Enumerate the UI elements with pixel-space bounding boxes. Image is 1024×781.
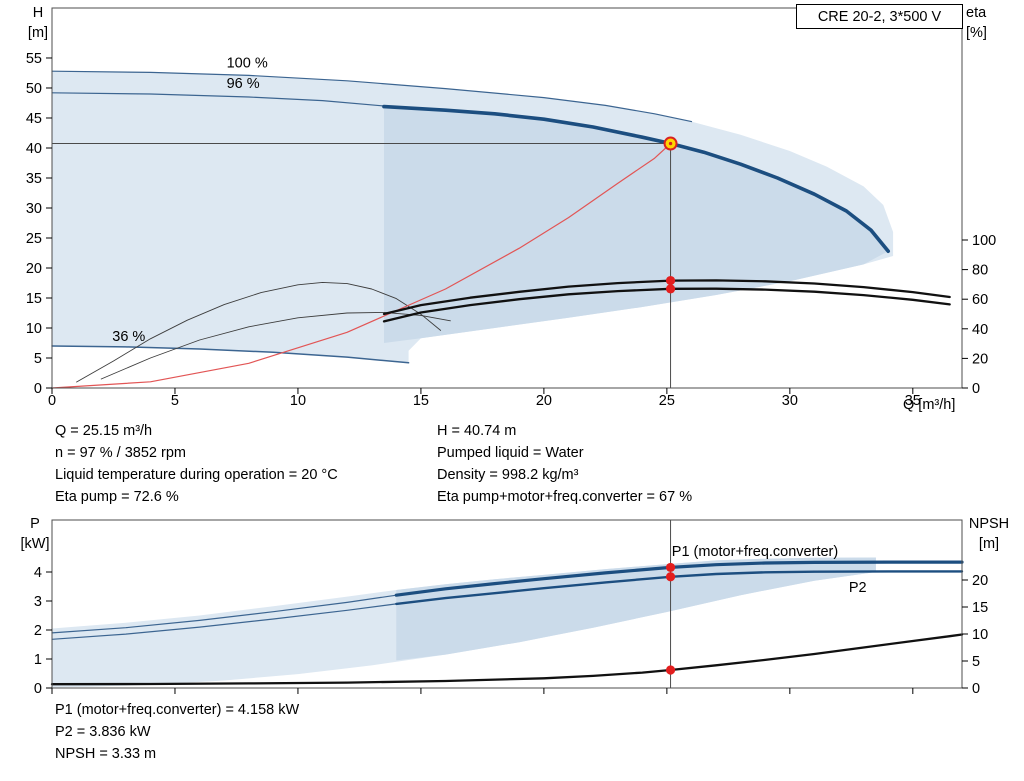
y-tick-label: 0 xyxy=(34,681,42,697)
info-speed: n = 97 % / 3852 rpm xyxy=(55,445,186,461)
y-tick-label: 10 xyxy=(26,321,42,337)
y2-tick-label: 40 xyxy=(972,322,988,338)
y2-tick-label: 80 xyxy=(972,263,988,279)
power-envelope-dark xyxy=(396,557,876,661)
duty-point-center xyxy=(668,141,673,146)
y2-tick-label: 5 xyxy=(972,654,980,670)
p2-duty-dot xyxy=(665,572,676,582)
qh-100pct xyxy=(51,70,693,123)
y-tick-label: 3 xyxy=(34,594,42,610)
duty-info-right: H = 40.74 m Pumped liquid = Water Densit… xyxy=(437,420,692,508)
info-p1: P1 (motor+freq.converter) = 4.158 kW xyxy=(55,702,300,718)
y-tick-label: 20 xyxy=(26,261,42,277)
y-tick-label: 35 xyxy=(26,171,42,187)
y2-tick-label: 20 xyxy=(972,573,988,589)
info-head: H = 40.74 m xyxy=(437,423,517,439)
y-tick-label: 25 xyxy=(26,231,42,247)
label-p1: P1 (motor+freq.converter) xyxy=(672,544,838,560)
y-tick-label: 50 xyxy=(26,81,42,97)
y2-tick-label: 20 xyxy=(972,351,988,367)
duty-info-left: Q = 25.15 m³/h n = 97 % / 3852 rpm Liqui… xyxy=(55,420,338,508)
p1-duty-dot xyxy=(665,562,676,573)
system-curve xyxy=(51,142,672,389)
npsh-axis-title-symbol: NPSH xyxy=(968,516,1010,532)
qh-duty-speed-bold xyxy=(382,104,890,253)
h-axis-title: H [m] xyxy=(20,3,56,43)
npsh-axis-title-unit: [m] xyxy=(978,536,1000,552)
npsh-curve xyxy=(50,633,964,686)
p1-curve-low-speed xyxy=(51,594,397,634)
power-npsh-chart-frame xyxy=(51,519,963,689)
speed-envelope-dark xyxy=(384,106,889,343)
y-tick-label: 2 xyxy=(34,623,42,639)
eta-reduced-speed-arc xyxy=(76,281,442,383)
power-info: P1 (motor+freq.converter) = 4.158 kW P2 … xyxy=(55,699,299,765)
info-density: Density = 998.2 kg/m³ xyxy=(437,467,579,483)
y-tick-label: 5 xyxy=(34,351,42,367)
h-axis-title-symbol: H xyxy=(32,5,44,21)
p-axis-title-unit: [kW] xyxy=(20,536,50,552)
y-tick-label: 45 xyxy=(26,111,42,127)
y2-tick-label: 100 xyxy=(972,233,996,249)
info-liquid-temperature: Liquid temperature during operation = 20… xyxy=(55,467,338,483)
y-tick-label: 55 xyxy=(26,51,42,67)
qh-chart-frame xyxy=(51,7,963,389)
npsh-axis-title: NPSH [m] xyxy=(958,514,1020,554)
y2-tick-label: 15 xyxy=(972,600,988,616)
y2-tick-label: 0 xyxy=(972,681,980,697)
info-npsh: NPSH = 3.33 m xyxy=(55,746,157,762)
info-eta-pump: Eta pump = 72.6 % xyxy=(55,489,179,505)
x-tick-label: 20 xyxy=(536,393,552,409)
y-tick-label: 0 xyxy=(34,381,42,397)
npsh-duty-dot xyxy=(665,665,676,675)
info-eta-total: Eta pump+motor+freq.converter = 67 % xyxy=(437,489,693,505)
x-tick-label: 5 xyxy=(171,393,179,409)
label-36pct: 36 % xyxy=(112,329,145,345)
x-tick-label: 15 xyxy=(413,393,429,409)
qh-36pct xyxy=(51,345,410,364)
label-100pct: 100 % xyxy=(227,56,268,72)
y2-tick-label: 10 xyxy=(972,627,988,643)
info-flow: Q = 25.15 m³/h xyxy=(55,423,153,439)
x-tick-label: 25 xyxy=(659,393,675,409)
info-pumped-liquid: Pumped liquid = Water xyxy=(437,445,584,461)
qh-96pct xyxy=(51,92,385,107)
eta-pump-duty-dot xyxy=(665,275,676,286)
h-axis-title-unit: [m] xyxy=(27,25,49,41)
y-tick-label: 1 xyxy=(34,652,42,668)
label-96pct: 96 % xyxy=(227,76,260,92)
label-p2: P2 xyxy=(849,580,867,596)
eta-axis-title-unit: [%] xyxy=(966,25,987,41)
y2-tick-label: 60 xyxy=(972,292,988,308)
p-axis-title: P [kW] xyxy=(12,514,58,554)
y-tick-label: 15 xyxy=(26,291,42,307)
eta-axis-title: eta [%] xyxy=(966,3,1010,43)
eta-axis-title-symbol: eta xyxy=(966,5,987,21)
y-tick-label: 30 xyxy=(26,201,42,217)
p2-curve-low-speed xyxy=(51,603,397,640)
y-tick-label: 40 xyxy=(26,141,42,157)
p-axis-title-symbol: P xyxy=(30,516,40,532)
x-tick-label: 0 xyxy=(48,393,56,409)
y2-tick-label: 0 xyxy=(972,381,980,397)
x-tick-label: 10 xyxy=(290,393,306,409)
eta-total-duty-dot xyxy=(665,284,676,294)
info-p2: P2 = 3.836 kW xyxy=(55,724,151,740)
y-tick-label: 4 xyxy=(34,565,42,581)
x-tick-label: 35 xyxy=(905,393,921,409)
q-axis-title: Q [m³/h] xyxy=(903,397,956,413)
pump-model-badge: CRE 20-2, 3*500 V xyxy=(796,4,963,29)
x-tick-label: 30 xyxy=(782,393,798,409)
